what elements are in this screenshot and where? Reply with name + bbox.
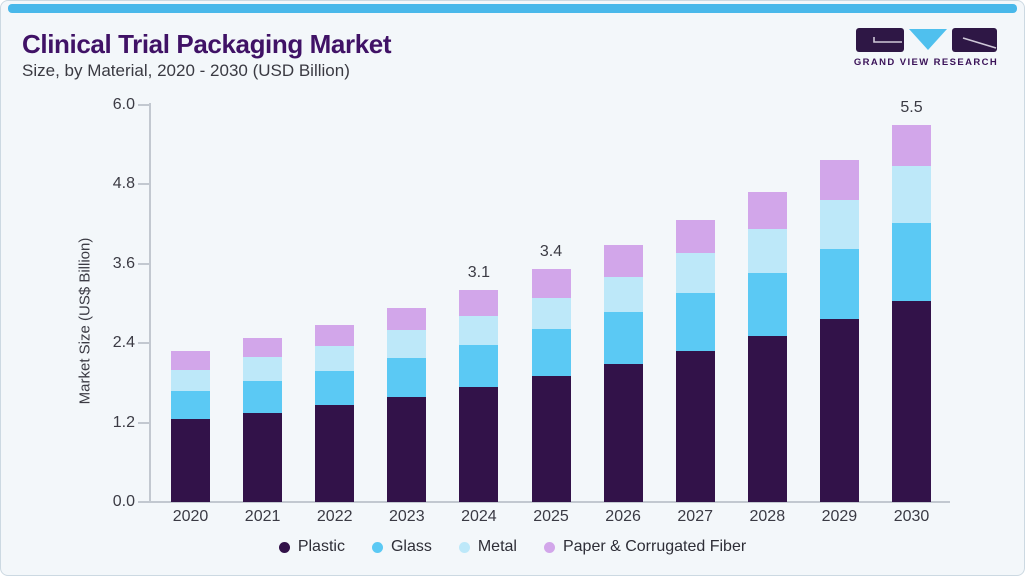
bar-segment-2021-glass [243,381,283,413]
y-tick-mark [138,421,149,424]
accent-top-bar [8,4,1017,13]
legend-swatch-icon [543,541,555,553]
bar-total-label-2030: 5.5 [900,99,923,117]
bar-segment-2028-metal [747,228,787,273]
bar-segment-2029-glass [819,249,859,320]
chart-legend: Plastic Glass Metal Paper & Corrugated Fibe… [1,538,1024,556]
bar-segment-2030-paper-corrugated-fiber [892,125,931,167]
x-axis-label-2021: 2021 [244,508,281,525]
logo-text: GRAND VIEW RESEARCH [853,57,999,68]
bar-segment-2023-plastic [387,397,427,502]
bar-segment-2026-glass [603,312,643,365]
bar-segment-2020-glass [171,391,210,420]
bar-total-label-2025: 3.4 [539,243,563,261]
bar-segment-2024-metal [459,315,499,346]
x-axis-label-2023: 2023 [389,508,425,525]
bar-segment-2023-metal [387,330,427,359]
legend-swatch-icon [371,541,383,553]
y-tick-label-4.8: 4.8 [112,175,135,193]
bar-segment-2030-metal [892,166,931,223]
y-tick-label-0.0: 0.0 [112,493,135,510]
bar-segment-2029-paper-corrugated-fiber [819,159,859,200]
y-tick-label-1.2: 1.2 [112,413,135,431]
bar-segment-2022-glass [315,371,355,406]
bar-segment-2024-plastic [459,386,499,502]
logo-g-glyph [872,37,902,43]
legend-label: Paper & Corrugated Fiber [562,538,747,555]
logo-v-triangle-icon [908,29,947,50]
bar-segment-2022-plastic [315,405,355,502]
x-axis-line [138,501,950,503]
bar-segment-2028-paper-corrugated-fiber [747,191,787,229]
bar-segment-2024-paper-corrugated-fiber [459,289,499,316]
bar-segment-2020-plastic [171,419,210,502]
logo-mark [853,28,999,52]
logo-r-block-icon [951,28,997,52]
bar-segment-2026-plastic [603,364,643,502]
legend-label: Glass [390,538,432,555]
y-axis-line [149,103,151,502]
legend-swatch-icon [278,541,290,553]
x-axis-label-2027: 2027 [677,508,713,525]
bar-segment-2027-paper-corrugated-fiber [675,219,715,253]
bar-segment-2029-metal [819,199,859,250]
bar-segment-2022-metal [315,345,355,372]
bar-segment-2025-glass [531,328,571,376]
page-subtitle: Size, by Material, 2020 - 2030 (USD Bill… [22,61,350,80]
y-tick-mark [138,342,149,345]
bar-segment-2026-paper-corrugated-fiber [603,245,643,277]
bar-segment-2028-glass [747,272,787,336]
x-axis-label-2029: 2029 [821,508,858,525]
grand-view-research-logo: GRAND VIEW RESEARCH [853,28,999,68]
logo-r-glyph [962,37,996,49]
bar-segment-2028-plastic [747,335,787,502]
bar-segment-2020-metal [171,370,210,392]
x-axis-label-2026: 2026 [605,508,641,525]
bar-segment-2027-plastic [675,350,715,502]
y-tick-label-2.4: 2.4 [112,334,135,352]
bar-segment-2026-metal [603,276,643,313]
legend-item-glass: Glass [371,538,432,556]
bar-segment-2024-glass [459,345,499,387]
bar-segment-2025-plastic [531,375,571,502]
y-tick-mark [138,103,149,106]
x-axis-label-2025: 2025 [533,508,569,525]
bar-segment-2025-paper-corrugated-fiber [531,269,571,298]
bar-segment-2021-paper-corrugated-fiber [243,337,283,358]
bar-segment-2027-glass [675,293,715,351]
page-title: Clinical Trial Packaging Market [22,29,392,59]
bar-segment-2023-paper-corrugated-fiber [387,308,427,331]
legend-label: Plastic [297,538,345,555]
legend-label: Metal [477,538,517,555]
x-axis-label-2024: 2024 [461,508,497,525]
logo-g-block-icon [855,28,904,52]
legend-swatch-icon [458,541,470,553]
legend-item-paper-corrugated-fiber: Paper & Corrugated Fiber [543,538,747,556]
bar-segment-2021-metal [243,357,283,382]
bar-segment-2027-metal [675,252,715,294]
bar-segment-2020-paper-corrugated-fiber [171,351,210,371]
bar-segment-2023-glass [387,358,427,398]
y-tick-label-6.0: 6.0 [112,95,135,113]
legend-item-plastic: Plastic [278,538,345,556]
bar-segment-2025-metal [531,297,571,329]
legend-item-metal: Metal [458,538,517,556]
x-axis-label-2020: 2020 [172,508,209,525]
y-tick-mark [138,501,149,503]
bar-total-label-2024: 3.1 [467,263,491,281]
y-tick-mark [138,183,149,186]
bar-segment-2022-paper-corrugated-fiber [315,325,355,346]
bar-segment-2030-glass [892,222,931,301]
x-axis-label-2030: 2030 [893,508,930,525]
bar-segment-2021-plastic [243,412,283,502]
x-axis-label-2028: 2028 [749,508,786,525]
x-axis-label-2022: 2022 [316,508,353,525]
y-tick-mark [138,262,149,265]
y-tick-label-3.6: 3.6 [112,254,135,272]
bar-segment-2029-plastic [819,319,859,502]
bar-segment-2030-plastic [892,300,931,502]
